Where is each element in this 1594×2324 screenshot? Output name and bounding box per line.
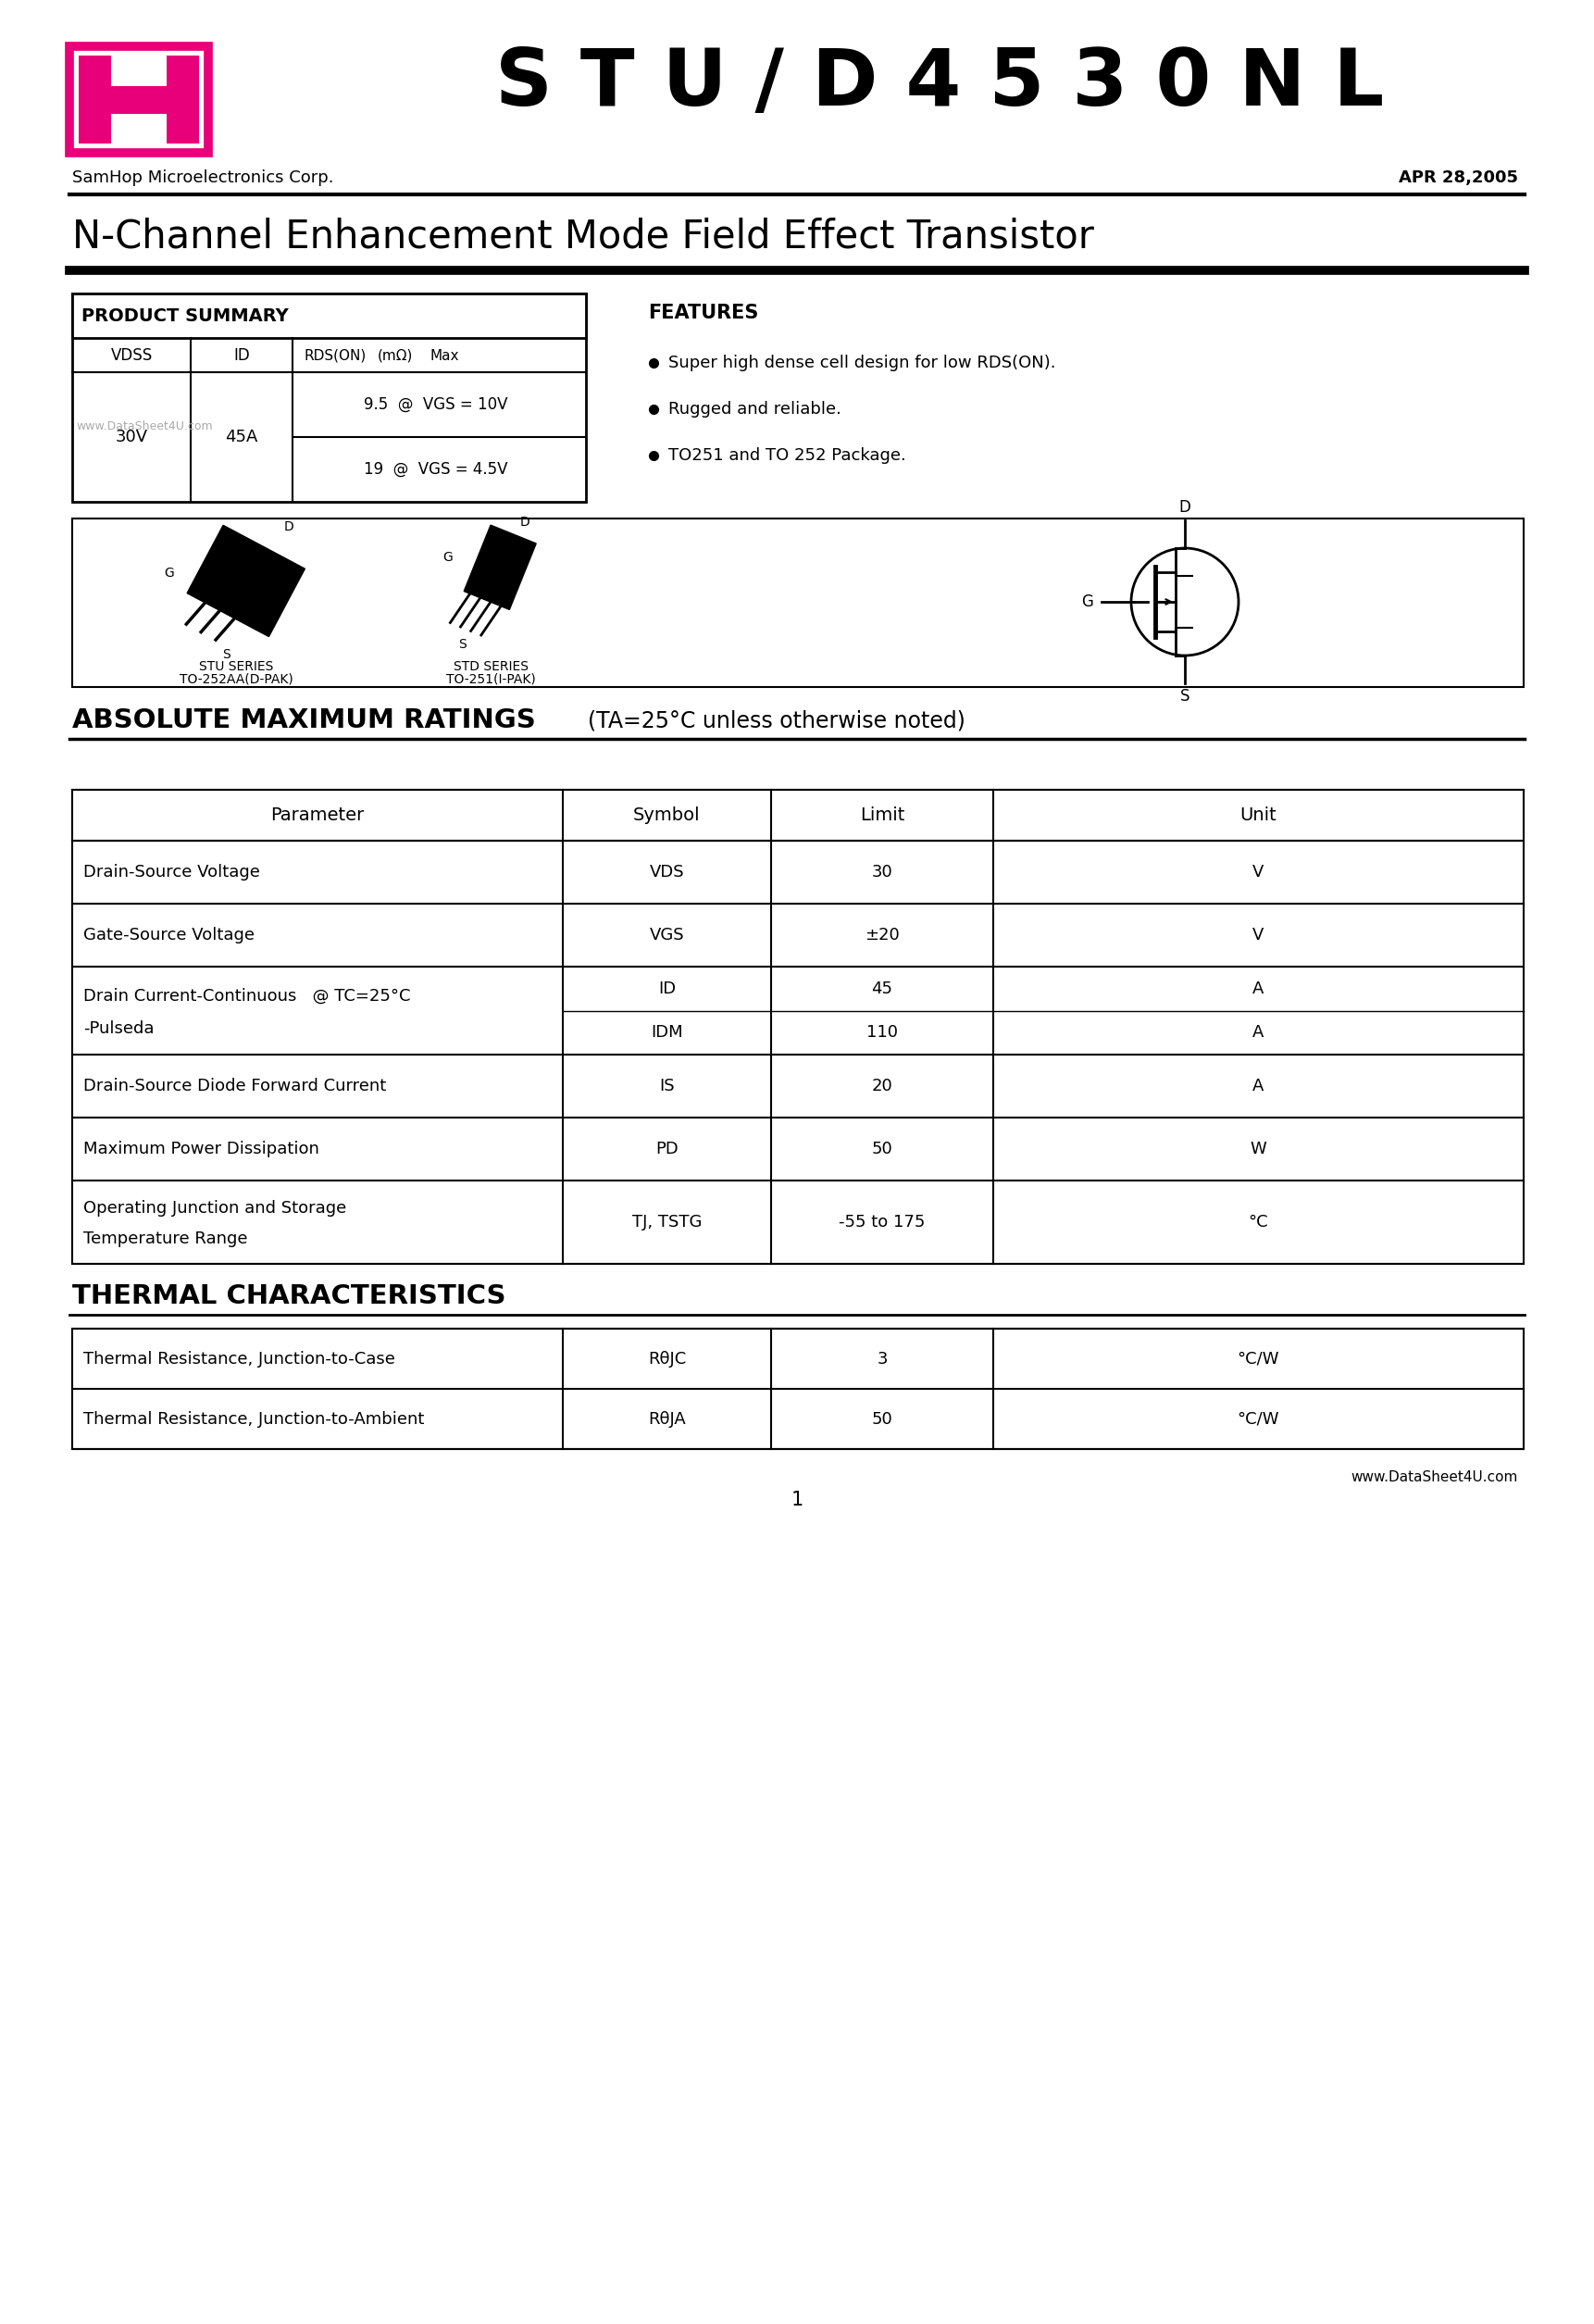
Text: PD: PD [655, 1141, 679, 1157]
Text: °C/W: °C/W [1237, 1411, 1280, 1427]
Text: -Pulseda: -Pulseda [83, 1020, 155, 1037]
Text: Super high dense cell design for low RDS(ON).: Super high dense cell design for low RDS… [668, 356, 1055, 372]
Text: STD SERIES: STD SERIES [453, 660, 528, 674]
Text: D: D [284, 521, 295, 532]
Text: www.DataSheet4U.com: www.DataSheet4U.com [77, 421, 212, 432]
Text: Parameter: Parameter [271, 806, 365, 825]
Text: N-Channel Enhancement Mode Field Effect Transistor: N-Channel Enhancement Mode Field Effect … [72, 216, 1093, 256]
Bar [72, 790, 1524, 841]
Bar [112, 114, 167, 144]
Polygon shape [464, 525, 536, 609]
Text: THERMAL CHARACTERISTICS: THERMAL CHARACTERISTICS [72, 1283, 505, 1308]
Text: G: G [443, 551, 453, 565]
Text: www.DataSheet4U.com: www.DataSheet4U.com [1352, 1469, 1517, 1483]
Text: TJ, TSTG: TJ, TSTG [633, 1213, 701, 1229]
Text: Gate-Source Voltage: Gate-Source Voltage [83, 927, 255, 944]
Bar [72, 1329, 1524, 1450]
Text: Operating Junction and Storage: Operating Junction and Storage [83, 1199, 346, 1215]
Text: 45: 45 [872, 981, 893, 997]
Text: Drain-Source Voltage: Drain-Source Voltage [83, 865, 260, 881]
Text: Temperature Range: Temperature Range [83, 1229, 247, 1248]
Text: ID: ID [658, 981, 676, 997]
Text: Drain Current-Continuous   @ TC=25°C: Drain Current-Continuous @ TC=25°C [83, 988, 411, 1004]
Text: 20: 20 [872, 1078, 893, 1095]
Bar [72, 293, 587, 502]
Text: APR 28,2005: APR 28,2005 [1398, 170, 1517, 186]
Text: STU SERIES: STU SERIES [199, 660, 273, 674]
Text: Thermal Resistance, Junction-to-Ambient: Thermal Resistance, Junction-to-Ambient [83, 1411, 424, 1427]
Bar [112, 56, 167, 86]
Text: IDM: IDM [650, 1025, 682, 1041]
Text: IS: IS [660, 1078, 674, 1095]
Text: D: D [1180, 500, 1191, 516]
Text: V: V [1253, 865, 1264, 881]
Text: 110: 110 [867, 1025, 897, 1041]
Text: 3: 3 [877, 1350, 888, 1367]
Text: -55 to 175: -55 to 175 [838, 1213, 926, 1229]
Text: 30V: 30V [115, 428, 148, 446]
Text: TO251 and TO 252 Package.: TO251 and TO 252 Package. [668, 446, 905, 465]
Text: VDS: VDS [649, 865, 684, 881]
Text: A: A [1253, 981, 1264, 997]
Bar [167, 56, 199, 144]
Text: D: D [257, 625, 265, 634]
Text: 9.5  @  VGS = 10V: 9.5 @ VGS = 10V [363, 397, 508, 414]
Text: Thermal Resistance, Junction-to-Case: Thermal Resistance, Junction-to-Case [83, 1350, 395, 1367]
Text: Unit: Unit [1240, 806, 1277, 825]
Text: ID: ID [233, 346, 250, 365]
Text: °C: °C [1248, 1213, 1269, 1229]
Bar [78, 86, 199, 114]
Text: S T U / D 4 5 3 0 N L: S T U / D 4 5 3 0 N L [467, 44, 1384, 121]
Text: D: D [520, 516, 531, 528]
Text: A: A [1253, 1078, 1264, 1095]
Text: ABSOLUTE MAXIMUM RATINGS: ABSOLUTE MAXIMUM RATINGS [72, 706, 536, 734]
Polygon shape [186, 525, 304, 637]
Text: Drain-Source Diode Forward Current: Drain-Source Diode Forward Current [83, 1078, 386, 1095]
Text: FEATURES: FEATURES [649, 304, 759, 323]
Text: RθJA: RθJA [649, 1411, 685, 1427]
Text: PRODUCT SUMMARY: PRODUCT SUMMARY [81, 307, 289, 325]
Text: S: S [457, 639, 467, 651]
Text: 45A: 45A [225, 428, 258, 446]
Text: (mΩ): (mΩ) [378, 349, 413, 363]
Text: W: W [1250, 1141, 1267, 1157]
Text: (TA=25°C unless otherwise noted): (TA=25°C unless otherwise noted) [574, 709, 966, 732]
Text: Symbol: Symbol [633, 806, 700, 825]
Text: S: S [222, 648, 230, 660]
Text: 50: 50 [872, 1141, 893, 1157]
Text: RDS(ON): RDS(ON) [303, 349, 367, 363]
Text: Limit: Limit [859, 806, 904, 825]
Text: Max: Max [429, 349, 459, 363]
Text: Rugged and reliable.: Rugged and reliable. [668, 402, 842, 418]
Text: 19  @  VGS = 4.5V: 19 @ VGS = 4.5V [363, 460, 508, 479]
Text: G: G [1082, 593, 1093, 611]
Bar [70, 46, 209, 153]
Text: 50: 50 [872, 1411, 893, 1427]
Text: RθJC: RθJC [647, 1350, 685, 1367]
Text: °C/W: °C/W [1237, 1350, 1280, 1367]
Text: TO-252AA(D-PAK): TO-252AA(D-PAK) [179, 672, 293, 686]
Text: SamHop Microelectronics Corp.: SamHop Microelectronics Corp. [72, 170, 333, 186]
Bar [72, 293, 587, 337]
Text: A: A [1253, 1025, 1264, 1041]
Text: ±20: ±20 [864, 927, 899, 944]
Bar [72, 790, 1524, 1264]
Bar [78, 56, 112, 144]
Text: Maximum Power Dissipation: Maximum Power Dissipation [83, 1141, 319, 1157]
Text: 30: 30 [872, 865, 893, 881]
Text: VDSS: VDSS [110, 346, 153, 365]
Text: 1: 1 [791, 1490, 803, 1508]
Bar [72, 518, 1524, 688]
Text: TO-251(I-PAK): TO-251(I-PAK) [446, 672, 536, 686]
Text: G: G [164, 567, 174, 579]
Text: V: V [1253, 927, 1264, 944]
Text: VGS: VGS [649, 927, 684, 944]
Text: S: S [1180, 688, 1189, 704]
